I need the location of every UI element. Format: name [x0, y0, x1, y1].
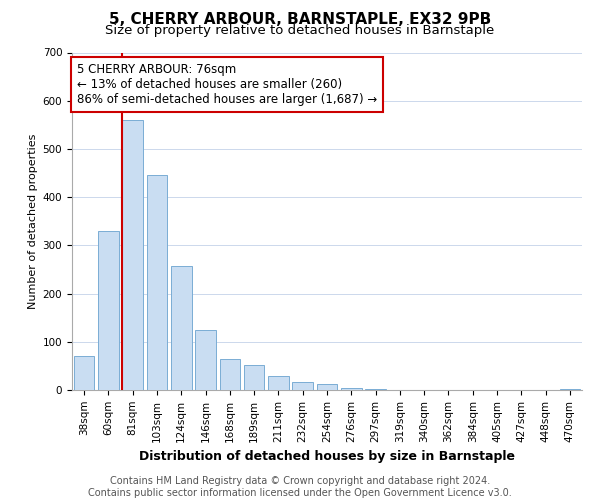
Text: Size of property relative to detached houses in Barnstaple: Size of property relative to detached ho…: [106, 24, 494, 37]
Text: Contains HM Land Registry data © Crown copyright and database right 2024.
Contai: Contains HM Land Registry data © Crown c…: [88, 476, 512, 498]
Bar: [560, 388, 580, 390]
Text: 5, CHERRY ARBOUR, BARNSTAPLE, EX32 9PB: 5, CHERRY ARBOUR, BARNSTAPLE, EX32 9PB: [109, 12, 491, 28]
Y-axis label: Number of detached properties: Number of detached properties: [28, 134, 38, 309]
Bar: [122, 120, 143, 390]
Bar: [244, 365, 265, 390]
Bar: [220, 358, 240, 390]
Bar: [268, 376, 289, 390]
Bar: [195, 330, 216, 390]
Bar: [74, 356, 94, 390]
Bar: [365, 389, 386, 390]
X-axis label: Distribution of detached houses by size in Barnstaple: Distribution of detached houses by size …: [139, 450, 515, 463]
Text: 5 CHERRY ARBOUR: 76sqm
← 13% of detached houses are smaller (260)
86% of semi-de: 5 CHERRY ARBOUR: 76sqm ← 13% of detached…: [77, 62, 377, 106]
Bar: [292, 382, 313, 390]
Bar: [341, 388, 362, 390]
Bar: [98, 231, 119, 390]
Bar: [171, 266, 191, 390]
Bar: [317, 384, 337, 390]
Bar: [146, 176, 167, 390]
